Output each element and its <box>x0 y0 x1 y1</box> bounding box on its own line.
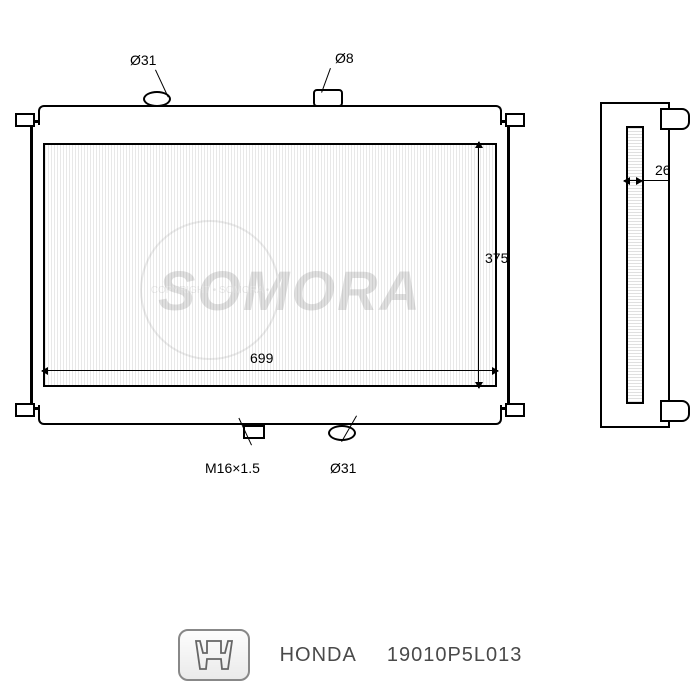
mount-tab <box>15 113 35 127</box>
top-tank <box>38 105 502 125</box>
brand-logo-badge <box>178 629 250 681</box>
mount-tab <box>505 403 525 417</box>
dim-ext-thickness <box>642 180 670 181</box>
side-hose-top <box>660 108 690 130</box>
radiator-front-view <box>30 120 510 410</box>
dim-line-thickness <box>624 180 642 181</box>
bottom-tank <box>38 405 502 425</box>
dim-line-width <box>42 370 498 371</box>
honda-logo-icon <box>192 639 236 671</box>
callout-cap: Ø8 <box>335 50 354 66</box>
side-core <box>626 126 644 404</box>
drawing-canvas: 699 375 26 Ø31 Ø8 M16×1.5 Ø31 COPYRIGHT … <box>0 0 700 700</box>
callout-drain: M16×1.5 <box>205 460 260 476</box>
dim-label-thickness: 26 <box>655 162 671 178</box>
dim-label-height: 375 <box>485 250 508 266</box>
brand-name: HONDA <box>280 644 357 667</box>
diagram-area: 699 375 26 Ø31 Ø8 M16×1.5 Ø31 COPYRIGHT … <box>30 50 670 550</box>
footer: HONDA 19010P5L013 <box>0 610 700 700</box>
callout-outlet: Ø31 <box>330 460 356 476</box>
mount-tab <box>15 403 35 417</box>
mount-tab <box>505 113 525 127</box>
side-hose-bottom <box>660 400 690 422</box>
dim-line-height <box>478 142 479 388</box>
part-number: 19010P5L013 <box>387 644 523 667</box>
radiator-side-view <box>600 102 670 428</box>
filler-cap <box>313 89 343 107</box>
callout-inlet: Ø31 <box>130 52 156 68</box>
dim-label-width: 699 <box>250 350 273 366</box>
